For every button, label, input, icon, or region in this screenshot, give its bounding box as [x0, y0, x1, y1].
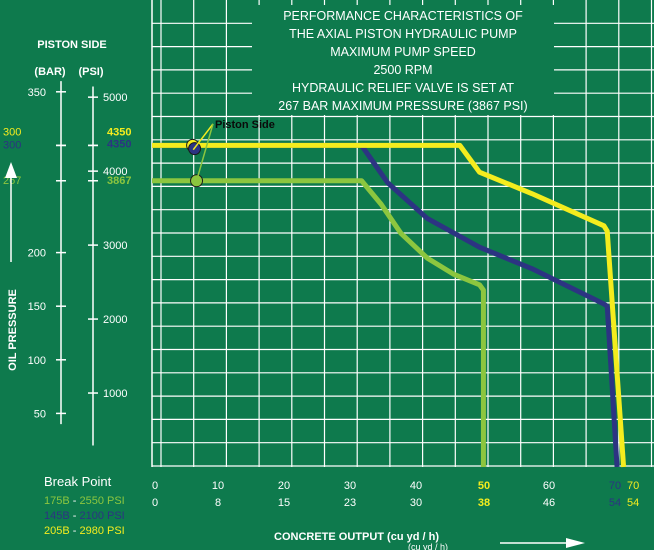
break-point-title: Break Point: [44, 474, 112, 489]
x-axis-label-extra: (cu yd / h): [408, 542, 448, 550]
bar-tick-label: 150: [28, 301, 46, 313]
x-tick-label-bottom: 30: [410, 497, 422, 509]
x-tick-label-bottom-extra: 54: [627, 497, 639, 509]
annotation-leader: [195, 123, 214, 181]
series-line: [152, 142, 620, 468]
x-tick-label-top: 60: [543, 480, 555, 492]
x-tick-label-top: 20: [278, 480, 290, 492]
x-tick-label-bottom: 23: [344, 497, 356, 509]
x-tick-label-top: 50: [478, 480, 490, 492]
x-axis-arrow-head: [566, 538, 585, 548]
break-point-model: 205B: [44, 525, 70, 537]
psi-tick-label: 3000: [103, 240, 127, 252]
x-tick-label-top: 40: [410, 480, 422, 492]
x-tick-label-bottom: 38: [478, 497, 490, 509]
annotation-leader: [192, 123, 214, 151]
x-tick-label-bottom: 8: [215, 497, 221, 509]
break-point-model: 175B: [44, 495, 70, 507]
x-tick-label-bottom: 15: [278, 497, 290, 509]
bar-tick-label: 200: [28, 248, 46, 260]
x-tick-label-bottom: 54: [609, 497, 621, 509]
chart-title-line: 267 BAR MAXIMUM PRESSURE (3867 PSI): [278, 99, 527, 113]
y-axis-label: OIL PRESSURE: [7, 289, 19, 371]
chart-title-line: HYDRAULIC RELIEF VALVE IS SET AT: [292, 81, 514, 95]
psi-unit-label: (PSI): [78, 66, 103, 78]
series-group: [152, 142, 627, 468]
chart-title-line: THE AXIAL PISTON HYDRAULIC PUMP: [289, 27, 517, 41]
x-axes: 0 10 20 30 40 50 60 70 0 8 15 23 30 38 46 54 70 54 CONCRET…: [152, 480, 639, 550]
psi-tick-label: 1000: [103, 388, 127, 400]
psi-tick-label: 5000: [103, 92, 127, 104]
break-point-model: 145B: [44, 510, 70, 522]
break-point-sep: -: [70, 525, 80, 537]
break-point-psi: 2100 PSI: [79, 510, 124, 522]
x-tick-label-top: 70: [609, 480, 621, 492]
psi-tick-label: 2000: [103, 314, 127, 326]
break-point-sep: -: [70, 495, 80, 507]
chart-title-line: MAXIMUM PUMP SPEED: [330, 45, 476, 59]
x-axis-label: CONCRETE OUTPUT (cu yd / h): [274, 531, 439, 543]
bar-tick-label: 350: [28, 87, 46, 99]
bar-unit-label: (BAR): [34, 66, 65, 78]
bar-tick-label: 100: [28, 355, 46, 367]
x-tick-label-bottom: 46: [543, 497, 555, 509]
break-point-item: 145B - 2100 PSI: [44, 510, 125, 522]
y-axis-arrow-head: [5, 162, 17, 178]
psi-special-label: 3867: [107, 175, 131, 187]
break-point-item: 175B - 2550 PSI: [44, 495, 125, 507]
break-point-legend: Break Point 175B - 2550 PSI 145B - 2100 PS…: [44, 474, 125, 537]
chart-title: PERFORMANCE CHARACTERISTICS OF THE AXIAL …: [278, 9, 527, 113]
title-box: [252, 5, 554, 115]
x-tick-label-top: 30: [344, 480, 356, 492]
break-point-psi: 2550 PSI: [79, 495, 124, 507]
break-point-item: 205B - 2980 PSI: [44, 525, 125, 537]
psi-tick-label: 4000: [103, 166, 127, 178]
x-tick-label-top: 10: [212, 480, 224, 492]
psi-special-label: 4350: [107, 126, 131, 138]
y-axis-header: PISTON SIDE: [37, 39, 106, 51]
psi-special-label: 4350: [107, 138, 131, 150]
x-tick-label-top-extra: 70: [627, 480, 639, 492]
break-point-sep: -: [70, 510, 80, 522]
bar-special-label: 300: [3, 126, 21, 138]
y-axes: PISTON SIDE (BAR) (PSI) 350 200 150 100 50 5000 4…: [3, 39, 131, 446]
x-tick-label-top: 0: [152, 480, 158, 492]
x-tick-label-bottom: 0: [152, 497, 158, 509]
bar-tick-label: 50: [34, 408, 46, 420]
series-line: [152, 178, 486, 467]
chart-title-line: PERFORMANCE CHARACTERISTICS OF: [283, 9, 523, 23]
bar-special-label: 300: [3, 139, 21, 151]
series-line: [152, 142, 627, 468]
chart-title-line: 2500 RPM: [373, 63, 432, 77]
annotation-group: Piston Side: [192, 119, 275, 181]
break-point-psi: 2980 PSI: [79, 525, 124, 537]
annotation-label: Piston Side: [215, 119, 275, 131]
